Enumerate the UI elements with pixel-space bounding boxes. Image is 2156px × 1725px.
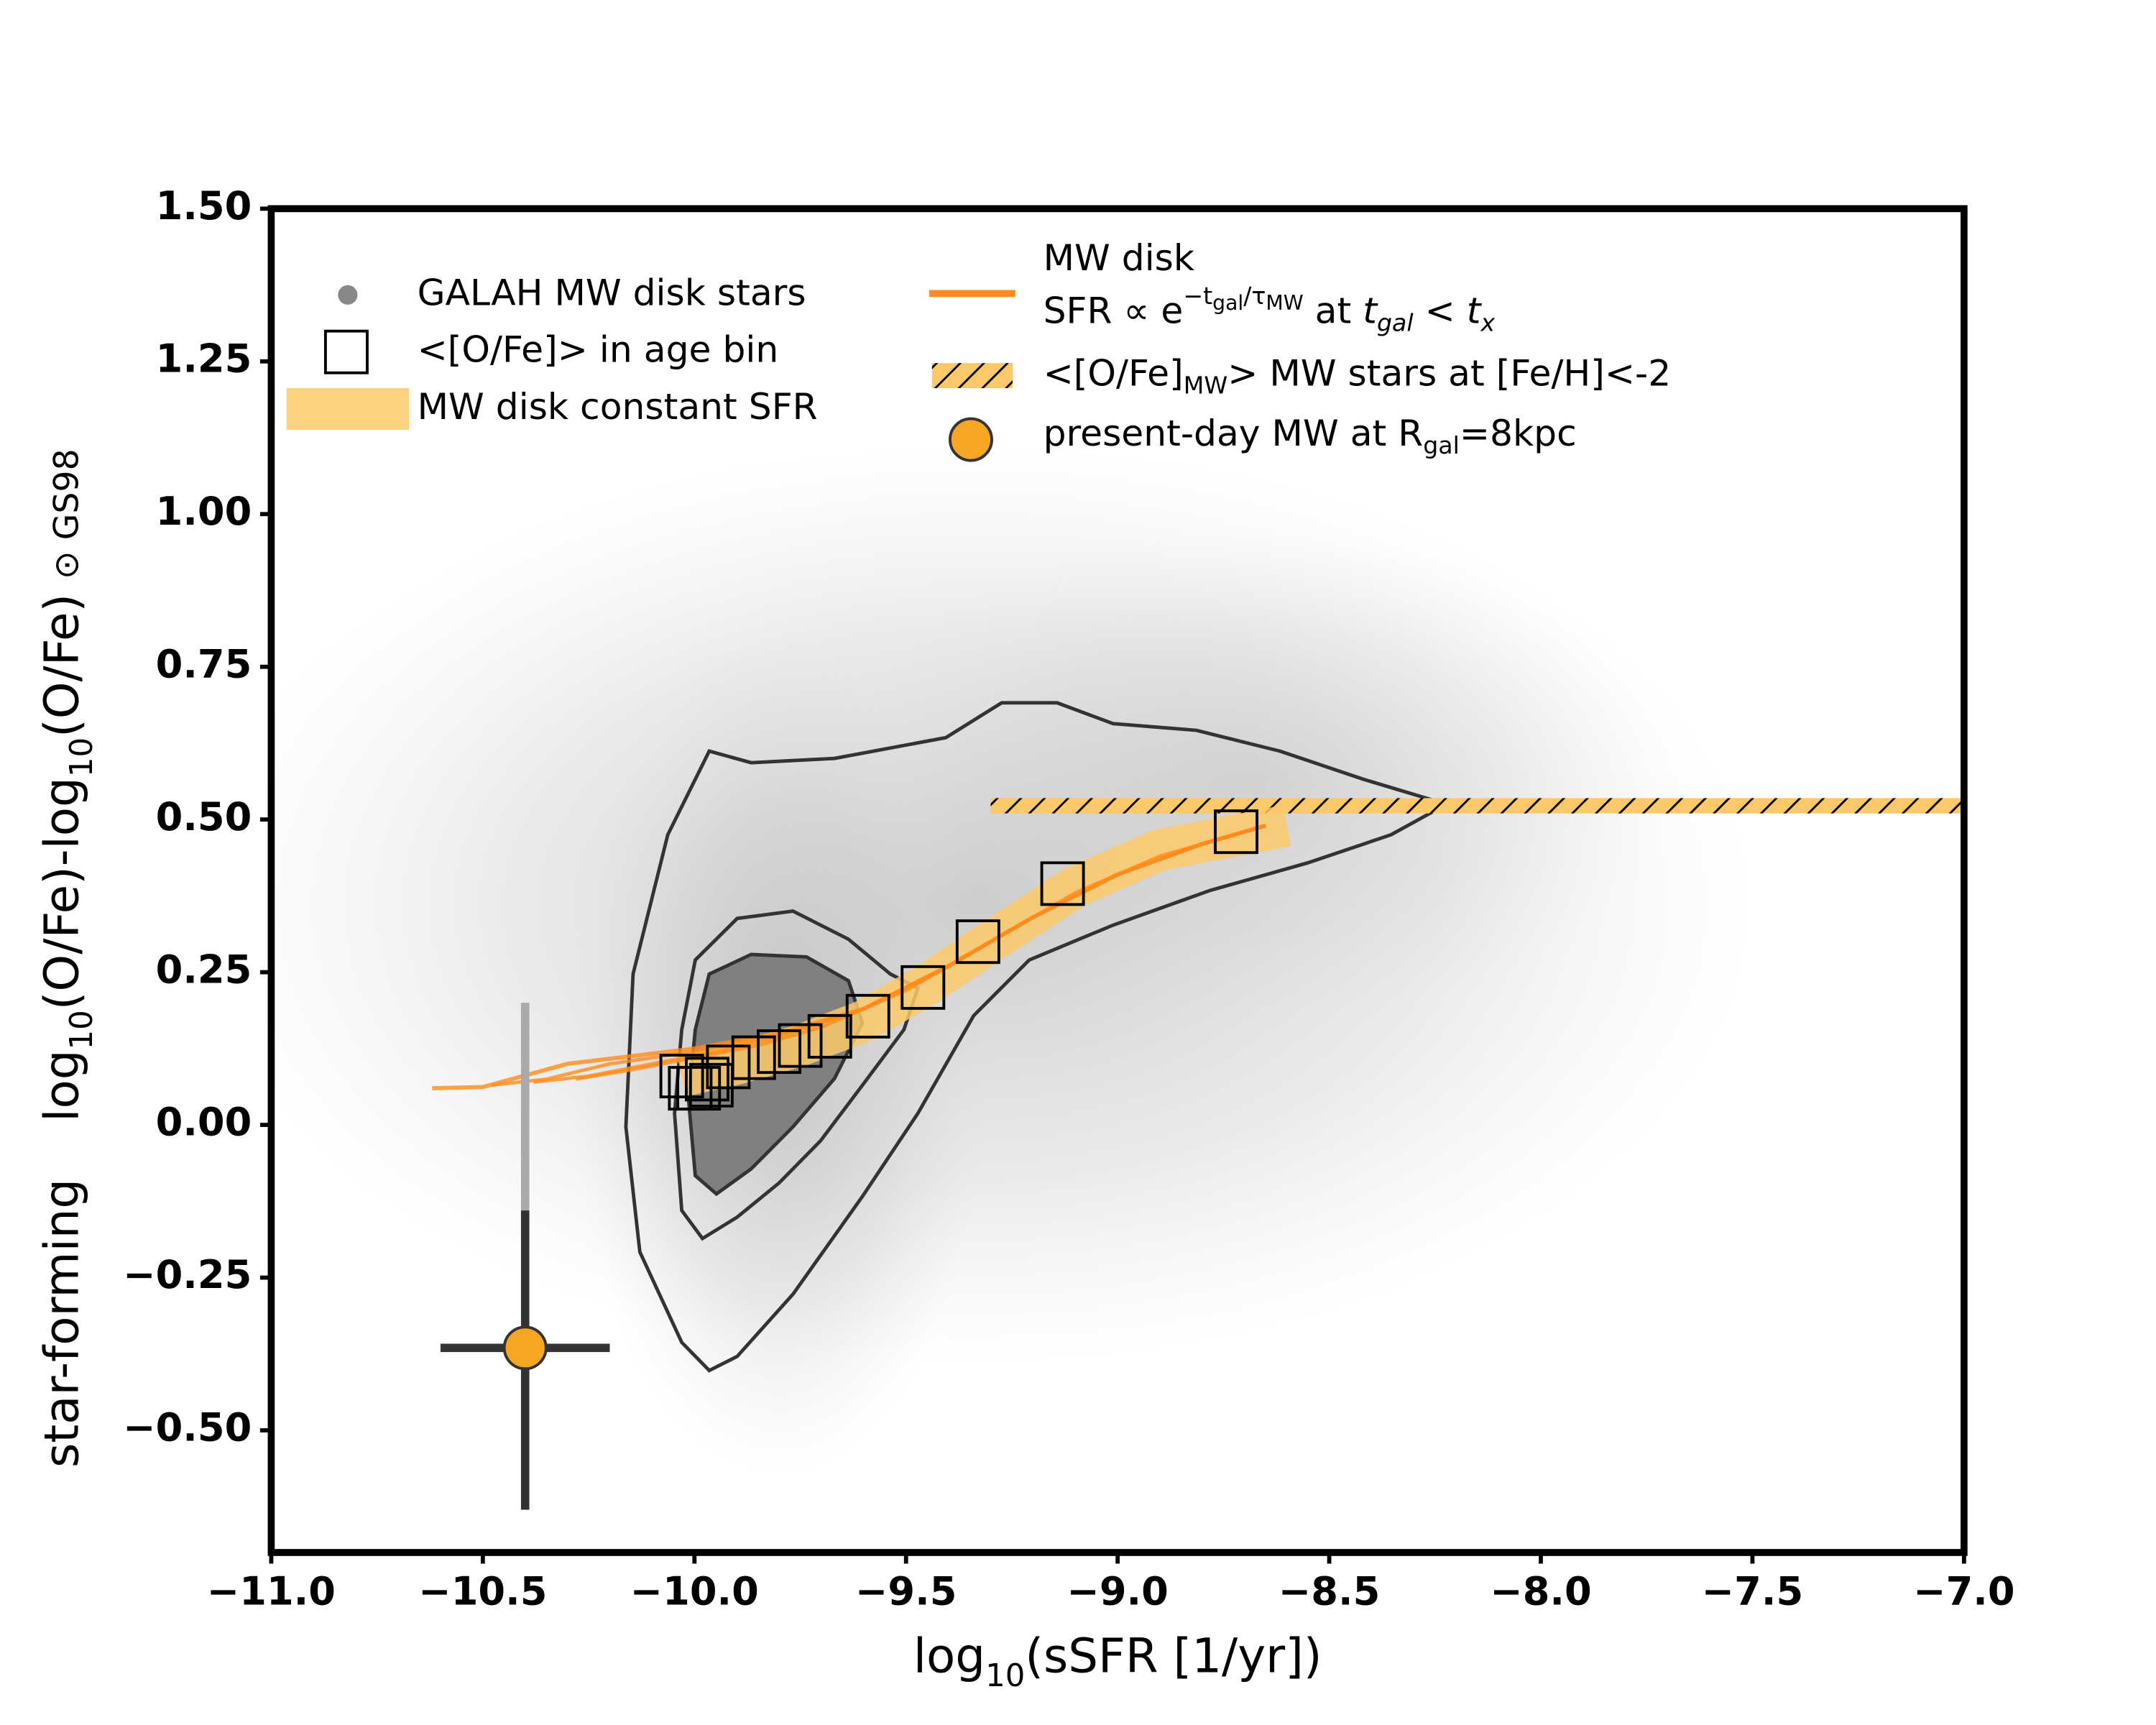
y-tick-label: 0.00 <box>156 1100 252 1145</box>
age-bin-square <box>955 919 1000 965</box>
text-part: 10 <box>64 1010 100 1049</box>
text-part: (O/Fe) <box>34 594 89 737</box>
y-tick-label: 0.75 <box>156 641 252 686</box>
legend-marker <box>338 285 358 305</box>
text-part: MW <box>1266 291 1303 315</box>
x-tick-label: −9.5 <box>855 1569 957 1614</box>
x-tick-label: −8.0 <box>1490 1569 1591 1614</box>
text-part: < <box>1414 289 1467 331</box>
age-bin-square <box>1214 809 1259 855</box>
text-part: log <box>34 1050 89 1122</box>
legend-label: present-day MW at Rgal=8kpc <box>1044 411 1577 459</box>
y-axis-label: star-forminglog10(O/Fe)-log10(O/Fe)⊙ GS9… <box>34 448 100 1468</box>
age-bin-square <box>757 1029 802 1075</box>
text-part: ⊙ GS98 <box>47 448 86 579</box>
x-tick-label: −10.5 <box>418 1569 547 1614</box>
y-tick-label: −0.50 <box>123 1405 252 1450</box>
text-part: MW <box>1184 371 1227 399</box>
text-part: gal <box>1423 431 1460 459</box>
text-part: 10 <box>985 1658 1025 1694</box>
age-bin-square <box>900 965 946 1010</box>
text-part: at <box>1304 289 1363 331</box>
legend-marker <box>949 417 993 462</box>
legend-marker <box>286 388 410 431</box>
text-part: t <box>1363 289 1378 331</box>
exp-sfr-line <box>576 824 1266 1081</box>
text-part: (O/Fe)-log <box>34 777 89 1010</box>
age-bin-square <box>807 1013 852 1059</box>
x-tick-label: −7.0 <box>1913 1569 2014 1614</box>
text-part: log <box>913 1628 985 1683</box>
y-tick-label: 0.50 <box>156 794 252 840</box>
y-tick-label: −0.25 <box>123 1252 252 1297</box>
text-part: MW disk <box>1044 236 1194 278</box>
text-part: /τ <box>1243 281 1266 309</box>
text-part: gal <box>1377 308 1414 336</box>
hatch-band <box>990 798 1964 814</box>
x-tick-label: −11.0 <box>207 1569 336 1614</box>
text-part: GALAH MW disk stars <box>418 271 806 313</box>
x-tick-label: −7.5 <box>1702 1569 1803 1614</box>
legend-label: GALAH MW disk stars <box>418 271 806 313</box>
text-part: x <box>1480 308 1495 336</box>
present-day-point <box>502 1325 548 1371</box>
text-part: (sSFR [1/yr]) <box>1025 1628 1322 1683</box>
text-part: > MW stars at [Fe/H]<-2 <box>1227 351 1671 394</box>
legend-label: <[O/Fe]> in age bin <box>418 328 779 370</box>
text-part: <[O/Fe] <box>1044 351 1184 394</box>
y-tick-label: 0.25 <box>156 947 252 992</box>
y-tick-label: 1.00 <box>156 489 252 534</box>
age-bin-square <box>1040 861 1085 906</box>
legend-marker <box>323 329 369 374</box>
x-tick-label: −10.0 <box>630 1569 759 1614</box>
x-tick-label: −8.5 <box>1279 1569 1380 1614</box>
x-tick-label: −9.0 <box>1067 1569 1168 1614</box>
age-bin-square <box>659 1054 704 1099</box>
legend-label: MW disk <box>1044 236 1194 278</box>
legend-label: <[O/Fe]MW> MW stars at [Fe/H]<-2 <box>1044 351 1672 399</box>
legend-label: MW disk constant SFR <box>418 385 818 428</box>
text-part: present-day MW at R <box>1044 411 1424 454</box>
x-axis-label: log10(sSFR [1/yr]) <box>913 1628 1322 1694</box>
age-bin-square <box>688 1062 734 1108</box>
legend-label: SFR ∝ e−tgal/τMW at tgal < tx <box>1044 281 1496 336</box>
text-part: <[O/Fe]> in age bin <box>418 328 779 370</box>
y-tick-label: 1.50 <box>156 183 252 229</box>
density-contour <box>624 701 1451 1373</box>
legend-marker <box>931 363 1013 388</box>
text-part: −t <box>1183 281 1212 309</box>
text-part: MW disk constant SFR <box>418 385 818 428</box>
text-part: 10 <box>64 737 100 777</box>
density-contour <box>673 909 921 1241</box>
text-part: t <box>1467 289 1483 331</box>
age-bin-square <box>684 1057 729 1102</box>
text-part: star-forming <box>34 1179 89 1468</box>
age-bin-square <box>731 1035 776 1080</box>
overlay: −11.0 −10.5 −10.0 −9.5 −9.0 −8.5 −8.0 −7.5 −7.0 1… <box>34 183 2014 1694</box>
text-part: gal <box>1212 291 1243 315</box>
plot-area <box>432 701 1964 1510</box>
text-part: SFR ∝ e <box>1044 289 1184 331</box>
text-part: =8kpc <box>1460 411 1577 454</box>
y-tick-label: 1.25 <box>156 336 252 381</box>
